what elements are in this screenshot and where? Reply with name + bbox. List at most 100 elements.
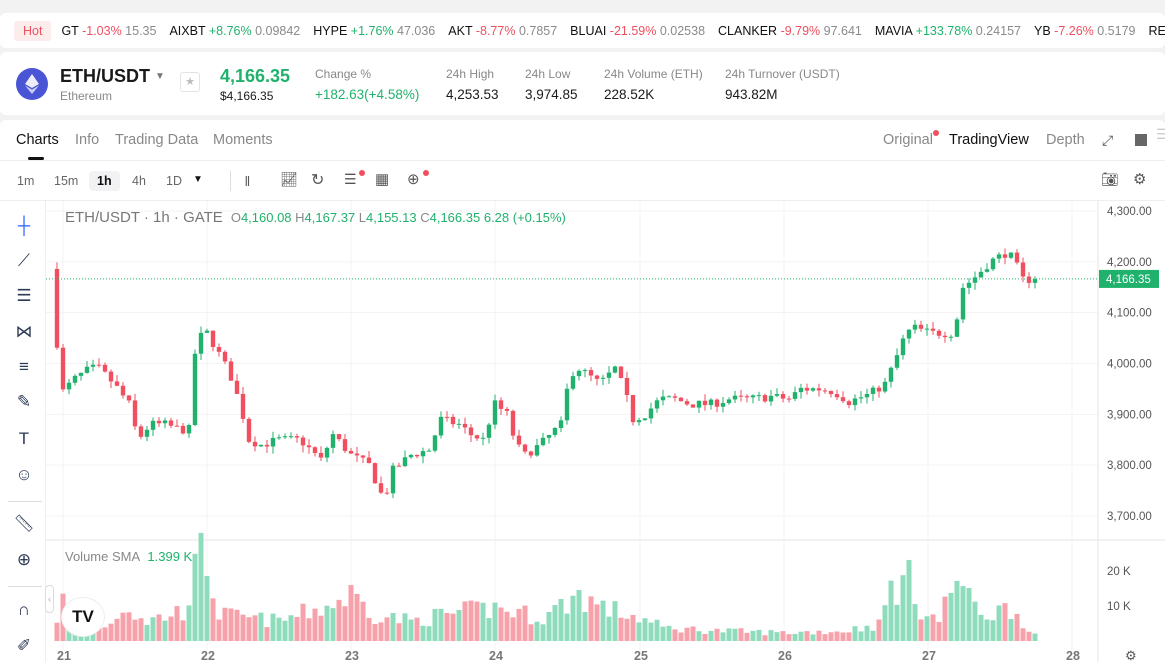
volume-bar — [198, 532, 204, 641]
crosshair-icon[interactable]: ┼ — [17, 216, 31, 235]
ticker-symbol: AIXBT — [169, 23, 206, 38]
pair-title[interactable]: ETH/USDT — [60, 66, 150, 86]
candle-body — [822, 390, 828, 392]
ticker-symbol: CLANKER — [718, 23, 778, 38]
volume-bar — [270, 613, 276, 641]
timeframe-1d[interactable]: 1D — [166, 174, 182, 188]
ticker-item[interactable]: GT -1.03% 15.35 — [61, 24, 156, 38]
volume-bar — [762, 635, 768, 641]
ticker-symbol: GT — [61, 23, 79, 38]
timeframe-4h[interactable]: 4h — [132, 174, 146, 188]
volume-bar — [576, 590, 582, 641]
candle-body — [828, 390, 834, 395]
candle-body — [84, 366, 90, 373]
tab-moments[interactable]: Moments — [213, 132, 273, 148]
tab-info[interactable]: Info — [75, 132, 100, 148]
tradingview-logo[interactable]: TV — [61, 597, 105, 637]
volume-bar — [288, 615, 294, 641]
ticker-item[interactable]: MAVIA +133.78% 0.24157 — [875, 24, 1021, 38]
candle-body — [990, 258, 996, 270]
volume-bar — [132, 619, 138, 641]
ticker-item[interactable]: CLANKER -9.79% 97.641 — [718, 24, 862, 38]
volume-bar — [150, 617, 156, 641]
screenshot-camera-icon[interactable]: 📷︎ — [1101, 171, 1119, 187]
replay-icon[interactable]: ↻ — [311, 172, 325, 189]
view-depth[interactable]: Depth — [1046, 132, 1085, 148]
ticker-item[interactable]: HYPE +1.76% 47.036 — [313, 24, 435, 38]
candle-body — [342, 439, 348, 451]
tab-trading-data[interactable]: Trading Data — [115, 132, 199, 148]
notification-dot — [933, 130, 939, 136]
candle-body — [882, 381, 888, 392]
tab-charts[interactable]: Charts — [16, 132, 59, 148]
menu-icon[interactable]: ☰ — [1156, 126, 1165, 142]
candle-body — [126, 395, 132, 401]
candle-body — [978, 271, 984, 278]
date-axis-label: 26 — [778, 649, 792, 662]
volume-axis-label: 20 K — [1107, 566, 1131, 578]
candle-body — [96, 364, 102, 366]
timeframe-1m[interactable]: 1m — [17, 174, 35, 188]
timeframe-dropdown-icon[interactable]: ▼ — [193, 174, 203, 185]
favorite-star-icon[interactable]: ★ — [180, 72, 200, 92]
ticker-item[interactable]: AKT -8.77% 0.7857 — [448, 24, 557, 38]
candle-body — [306, 445, 312, 448]
layout-icon[interactable] — [1135, 134, 1147, 146]
candle-body — [594, 375, 600, 379]
collapse-toolbar-handle[interactable]: ‹ — [45, 585, 54, 613]
volume-bar — [1002, 603, 1008, 641]
volume-bar — [408, 619, 414, 641]
volume-bar — [1008, 619, 1014, 641]
view-tradingview[interactable]: TradingView — [949, 132, 1029, 148]
text-icon[interactable]: T — [18, 429, 30, 448]
volume-bar — [96, 627, 102, 641]
templates-icon[interactable]: ☰ — [344, 171, 357, 187]
ticker-price: 47.036 — [397, 23, 436, 38]
candle-body — [480, 437, 486, 439]
volume-bar — [210, 598, 216, 641]
candle-body — [870, 387, 876, 394]
ticker-item[interactable]: RECA — [1148, 24, 1165, 38]
ruler-icon[interactable]: 📏︎ — [13, 514, 35, 533]
brush-icon[interactable]: ✎ — [16, 392, 32, 411]
ticker-item[interactable]: AIXBT +8.76% 0.09842 — [169, 24, 300, 38]
candle-body — [444, 416, 450, 418]
grid-layout-icon[interactable]: ▦ — [375, 171, 390, 188]
trend-line-icon[interactable]: ⟋ — [18, 251, 30, 270]
ticker-symbol: RECA — [1148, 23, 1165, 38]
ticker-price: 0.24157 — [975, 23, 1021, 38]
volume-bar — [966, 588, 972, 641]
candle-body — [906, 329, 912, 339]
magnet-icon[interactable]: ∩ — [17, 600, 31, 619]
volume-bar — [324, 605, 330, 641]
timeframe-15m[interactable]: 15m — [54, 174, 79, 188]
ticker-item[interactable]: YB -7.26% 0.5179 — [1034, 24, 1136, 38]
ticker-price: 0.5179 — [1097, 23, 1136, 38]
ticker-item[interactable]: BLUAI -21.59% 0.02538 — [570, 24, 705, 38]
pair-dropdown-icon[interactable]: ▼ — [155, 71, 165, 82]
volume-bar — [654, 619, 660, 641]
add-icon[interactable]: ⊕ — [407, 171, 420, 188]
zoom-in-icon[interactable]: ⊕ — [16, 550, 32, 569]
fib-lines-icon[interactable]: ☰ — [16, 286, 32, 305]
fullscreen-icon[interactable]: ⤢ — [1102, 132, 1114, 148]
candle-body — [648, 408, 654, 419]
view-original[interactable]: Original — [883, 132, 933, 148]
volume-bar — [192, 553, 198, 641]
indicators-icon[interactable]: 📈︎ — [280, 171, 298, 187]
projection-icon[interactable]: ≡ — [19, 357, 29, 376]
candle-type-icon[interactable]: 𝍪 — [245, 173, 250, 189]
volume-bar — [444, 612, 450, 641]
ticker-price: 0.7857 — [518, 23, 558, 38]
volume-bar — [426, 626, 432, 641]
settings-gear-icon[interactable]: ⚙ — [1133, 171, 1147, 188]
candlestick-chart[interactable]: 4,300.00 4,200.00 4,100.00 4,000.00 3,900.00… — [0, 201, 1165, 662]
pattern-icon[interactable]: ⋈ — [15, 322, 33, 341]
axis-settings-icon[interactable]: ⚙ — [1125, 648, 1137, 662]
stat-24h-low: 24h Low 3,974.85 — [525, 67, 578, 102]
candle-body — [744, 396, 750, 398]
volume-bar — [534, 621, 540, 641]
emoji-icon[interactable]: ☺ — [15, 465, 33, 484]
timeframe-1h[interactable]: 1h — [89, 171, 120, 191]
lock-drawings-icon[interactable]: ✐ — [16, 636, 32, 655]
